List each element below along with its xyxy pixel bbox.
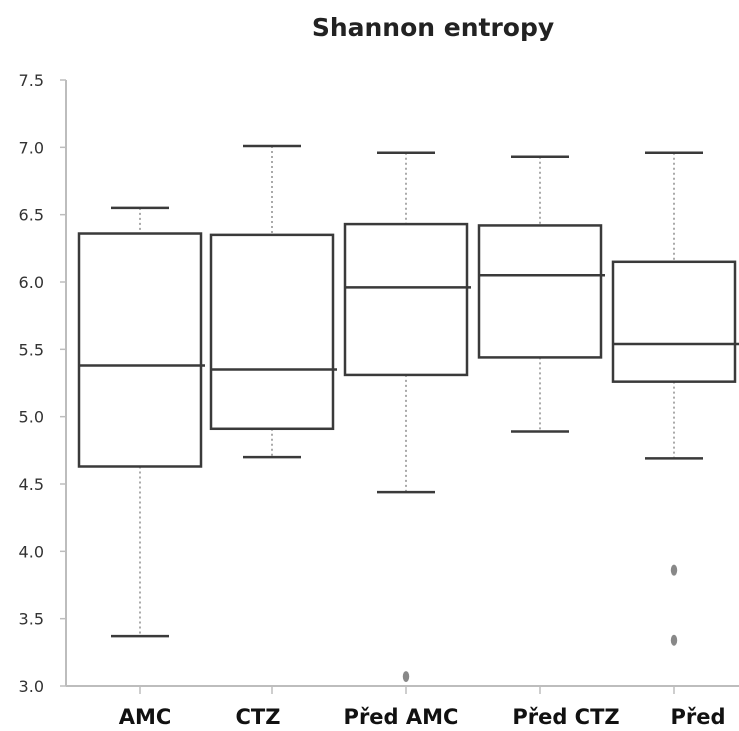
y-tick-label: 7.0 [19, 138, 44, 157]
chart-title: Shannon entropy [312, 13, 554, 42]
box-group [477, 155, 605, 433]
box-group [343, 151, 471, 683]
x-tick-label: Před [670, 705, 725, 729]
y-tick-label: 6.0 [19, 273, 44, 292]
y-tick-label: 4.5 [19, 475, 44, 494]
y-tick-label: 7.5 [19, 71, 44, 90]
y-axis-ticks: 3.0 3.5 4.0 4.5 5.0 5.5 6.0 6.5 7.0 7.5 [19, 71, 66, 696]
y-tick-label: 4.0 [19, 542, 44, 561]
box-series [77, 144, 739, 683]
iqr-box [343, 222, 469, 377]
y-tick-label: 5.0 [19, 408, 44, 427]
box-group [611, 151, 739, 646]
y-tick-label: 5.5 [19, 340, 44, 359]
iqr-box [77, 232, 203, 468]
y-tick-label: 3.5 [19, 610, 44, 629]
x-tick-label: CTZ [236, 705, 281, 729]
x-tick-label: Před CTZ [512, 705, 619, 729]
iqr-box [477, 224, 603, 359]
x-tick-label: AMC [119, 705, 172, 729]
x-tick-label: Před AMC [344, 705, 459, 729]
y-tick-label: 6.5 [19, 206, 44, 225]
x-axis-ticks: AMC CTZ Před AMC Před CTZ Před [119, 686, 726, 729]
box-group [209, 144, 337, 459]
y-tick-label: 3.0 [19, 677, 44, 696]
outlier-point [670, 564, 678, 576]
iqr-box [611, 260, 737, 383]
iqr-box [209, 233, 335, 431]
outlier-point [402, 671, 410, 683]
outlier-point [670, 634, 678, 646]
box-group [77, 206, 205, 638]
